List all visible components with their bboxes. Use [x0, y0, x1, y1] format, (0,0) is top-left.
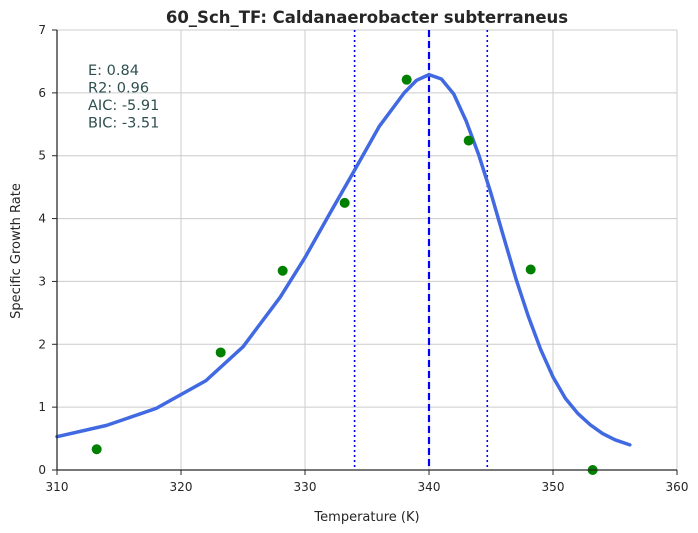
x-tick-label: 320: [170, 480, 193, 494]
fit-curve-layer: [55, 72, 632, 447]
data-point: [525, 264, 536, 275]
grid: [56, 29, 678, 471]
tick-labels: 310 320 330 340 350 360 0 1 2 3 4 5 6 7: [38, 23, 688, 494]
data-point: [339, 197, 350, 208]
data-point: [91, 444, 102, 455]
y-tick-label: 3: [38, 274, 46, 288]
axes: [52, 29, 678, 475]
x-tick-label: 330: [294, 480, 317, 494]
x-axis-label: Temperature (K): [313, 510, 419, 525]
y-tick-label: 7: [38, 23, 46, 37]
data-point: [401, 74, 412, 85]
data-point: [277, 265, 288, 276]
y-tick-label: 0: [38, 463, 46, 477]
data-point: [463, 135, 474, 146]
fit-statistic-text: R2: 0.96: [88, 81, 149, 97]
y-tick-label: 5: [38, 149, 46, 163]
y-tick-label: 6: [38, 86, 46, 100]
x-tick-label: 360: [666, 480, 689, 494]
y-tick-label: 4: [38, 212, 46, 226]
y-tick-label: 2: [38, 337, 46, 351]
fit-curve-line: [55, 72, 632, 447]
y-axis-label: Specific Growth Rate: [9, 183, 24, 319]
fit-statistic-text: AIC: -5.91: [88, 98, 159, 114]
x-tick-label: 310: [46, 480, 69, 494]
fit-statistic-text: BIC: -3.51: [88, 116, 159, 132]
reference-lines: [353, 30, 489, 470]
y-tick-label: 1: [38, 400, 46, 414]
x-tick-label: 350: [542, 480, 565, 494]
data-point: [215, 347, 226, 358]
x-tick-label: 340: [418, 480, 441, 494]
data-points: [91, 74, 598, 475]
fit-statistic-text: E: 0.84: [88, 63, 139, 79]
chart-title: 60_Sch_TF: Caldanaerobacter subterraneus: [166, 8, 568, 27]
